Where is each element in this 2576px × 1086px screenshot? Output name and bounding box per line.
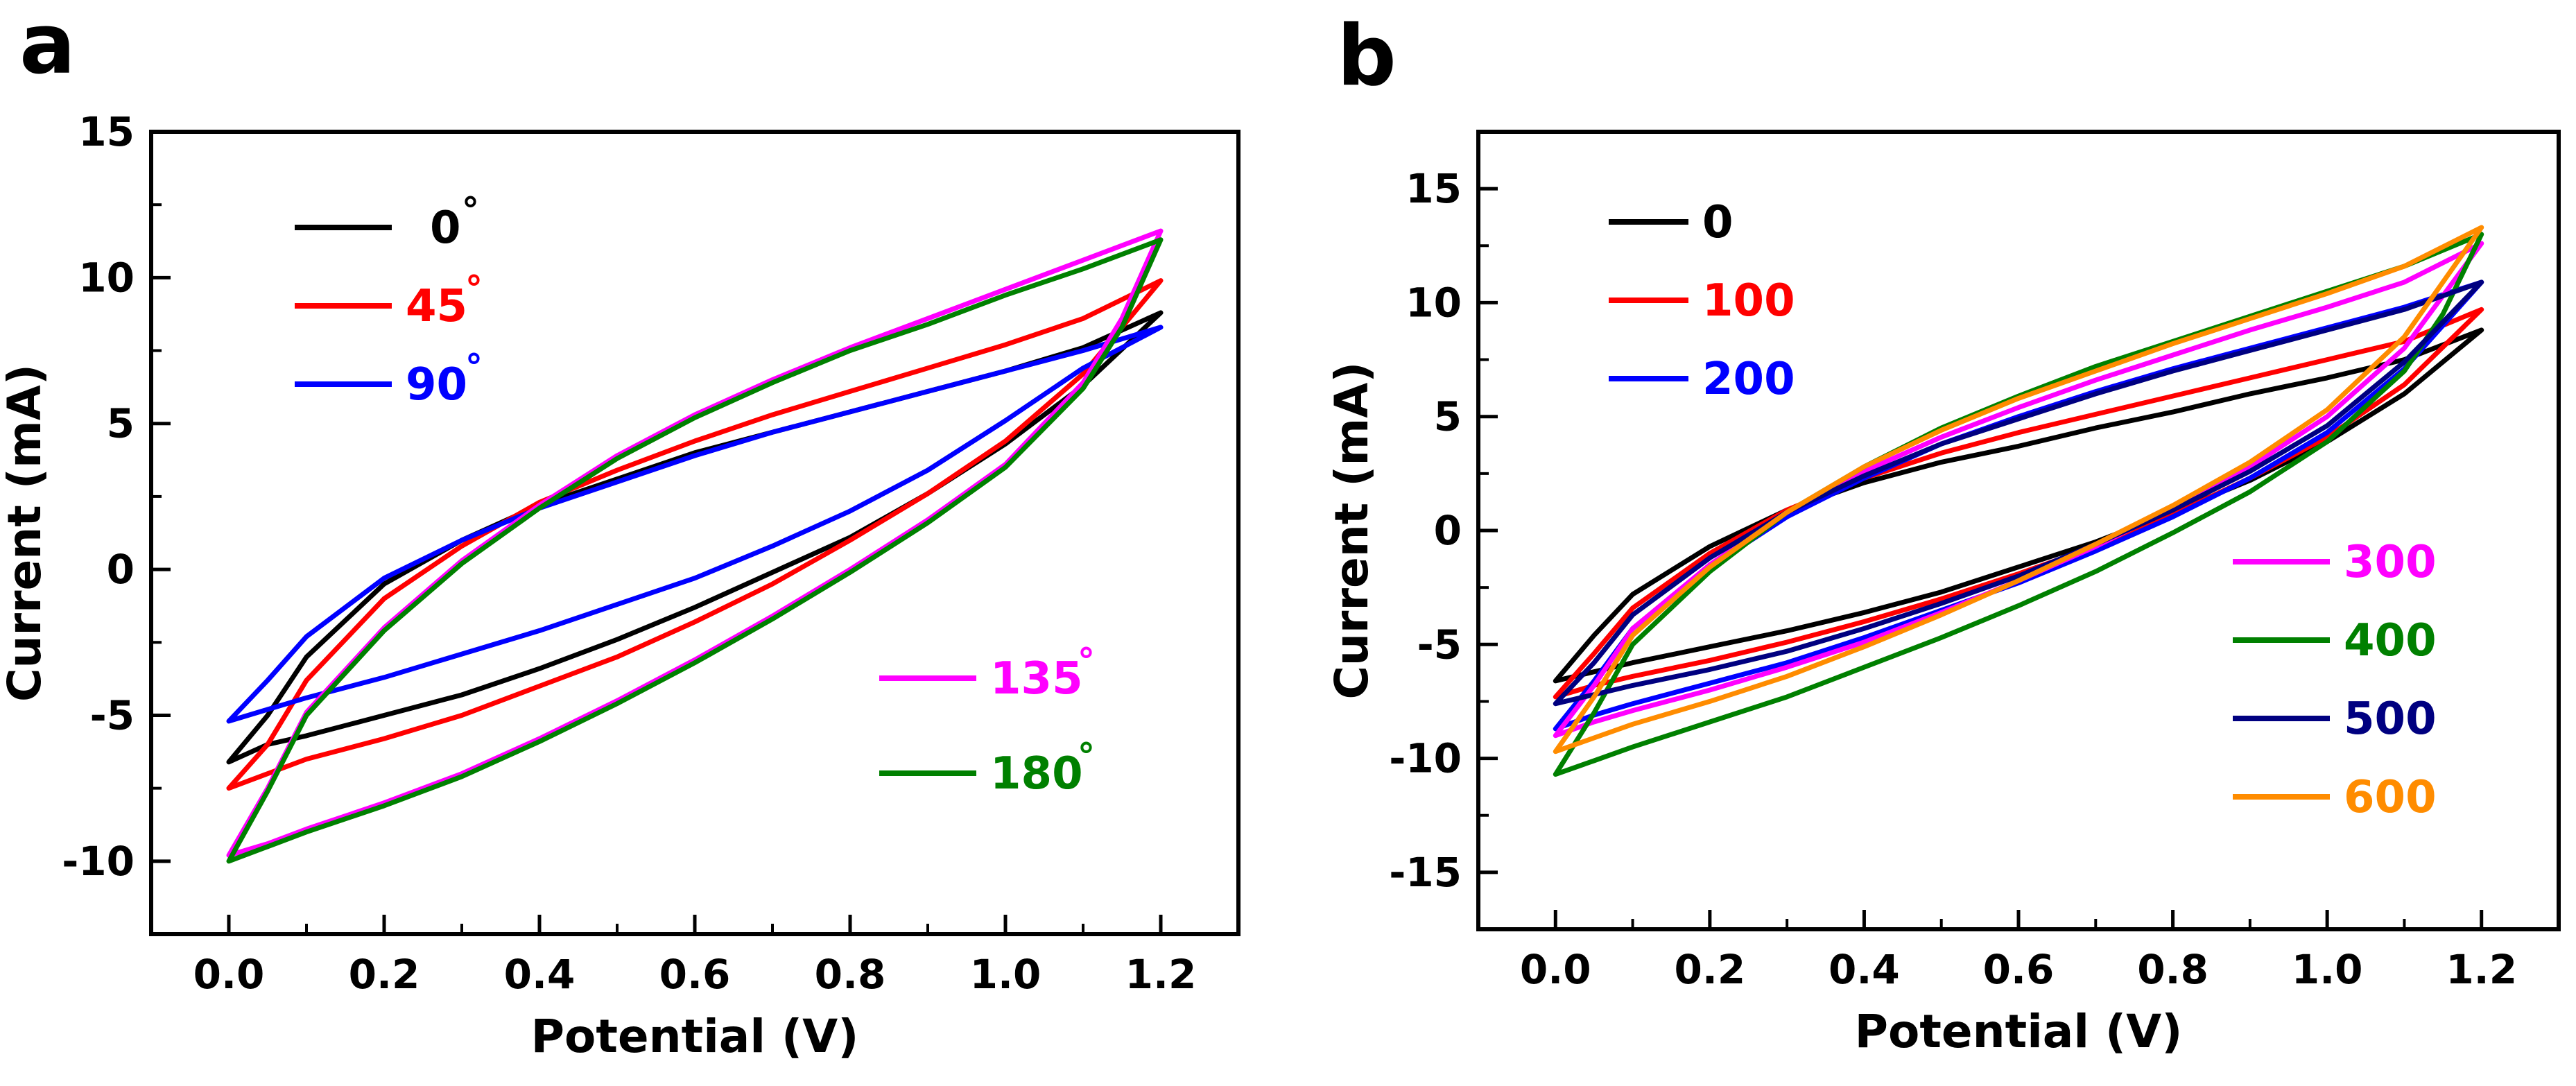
series-group	[226, 228, 1164, 864]
y-tick-label: 15	[78, 108, 135, 155]
legend-label-300: 300	[2344, 537, 2437, 588]
legend-degree-180: °	[1078, 736, 1095, 776]
series-line-600	[1553, 225, 2484, 755]
chart-panel-a: a 0.0 0.2 0.4 0.6 0.8 1.0 1.2 -10 -5 0 5 10 15 Potenti…	[0, 0, 1241, 1063]
y-axis-label: Current (mA)	[1325, 362, 1378, 700]
legend-degree-90: °	[465, 347, 483, 387]
x-axis-label: Potential (V)	[1855, 1005, 2183, 1058]
legend-label-0: 0	[430, 202, 461, 254]
series-line-90	[226, 325, 1164, 724]
x-tick-label: 0.0	[1520, 946, 1591, 993]
y-tick-label: 5	[1434, 393, 1462, 440]
legend-label-135: 135	[990, 653, 1083, 705]
series-line-180	[226, 237, 1164, 864]
x-tick-label: 0.6	[1983, 946, 2055, 993]
panel-label: b	[1337, 8, 1397, 105]
y-tick-label: -10	[62, 838, 135, 885]
x-tick-label: 1.2	[1125, 951, 1197, 998]
legend-upper-left: 0 100 200	[1609, 197, 1795, 405]
y-tick-label: -10	[1389, 735, 1462, 782]
legend-lower-right: 135°180°	[879, 641, 1095, 800]
x-axis-label: Potential (V)	[531, 1010, 859, 1063]
legend-label-200: 200	[1702, 354, 1795, 405]
y-tick-label: 0	[107, 546, 135, 593]
legend-label-600: 600	[2344, 772, 2437, 823]
legend-label-100: 100	[1702, 275, 1795, 327]
x-tick-label: 0.8	[2137, 946, 2208, 993]
legend-label-180: 180	[990, 748, 1083, 800]
legend-lower-right: 300 400 500 600	[2233, 537, 2437, 823]
y-tick-label: 15	[1406, 165, 1462, 212]
legend-degree-0: °	[462, 190, 479, 230]
x-tick-label: 1.0	[970, 951, 1041, 998]
series-group	[1553, 225, 2484, 777]
x-tick-label: 0.4	[1829, 946, 1900, 993]
y-tick-label: 5	[107, 400, 135, 447]
y-tick-label: -15	[1389, 849, 1462, 896]
y-axis-label: Current (mA)	[0, 364, 51, 702]
legend-label-400: 400	[2344, 615, 2437, 666]
series-line-500	[1553, 279, 2484, 707]
legend-label-90: 90	[406, 359, 467, 411]
x-tick-label: 1.0	[2292, 946, 2363, 993]
x-tick-label: 0.6	[659, 951, 731, 998]
legend-degree-45: °	[465, 268, 483, 309]
y-tick-label: 10	[78, 254, 135, 301]
chart-panel-b: b 0.0 0.2 0.4 0.6 0.8 1.0 1.2 -15 -10 -5 0 5 10 15 Pote…	[1325, 8, 2561, 1058]
legend-label-0: 0	[1702, 197, 1734, 248]
panel-label: a	[19, 0, 76, 93]
legend-degree-135: °	[1078, 641, 1095, 681]
x-tick-label: 0.8	[815, 951, 886, 998]
x-tick-label: 0.2	[349, 951, 420, 998]
legend-label-45: 45	[406, 281, 467, 332]
y-tick-label: -5	[90, 691, 135, 739]
legend-label-500: 500	[2344, 693, 2437, 745]
legend-upper-left: 0 °45°90°	[295, 190, 483, 411]
y-tick-label: -5	[1417, 621, 1462, 668]
x-tick-label: 1.2	[2446, 946, 2517, 993]
y-tick-label: 10	[1406, 279, 1462, 326]
y-tick-label: 0	[1434, 507, 1462, 554]
x-tick-label: 0.0	[193, 951, 265, 998]
x-tick-label: 0.4	[504, 951, 576, 998]
x-tick-label: 0.2	[1674, 946, 1745, 993]
